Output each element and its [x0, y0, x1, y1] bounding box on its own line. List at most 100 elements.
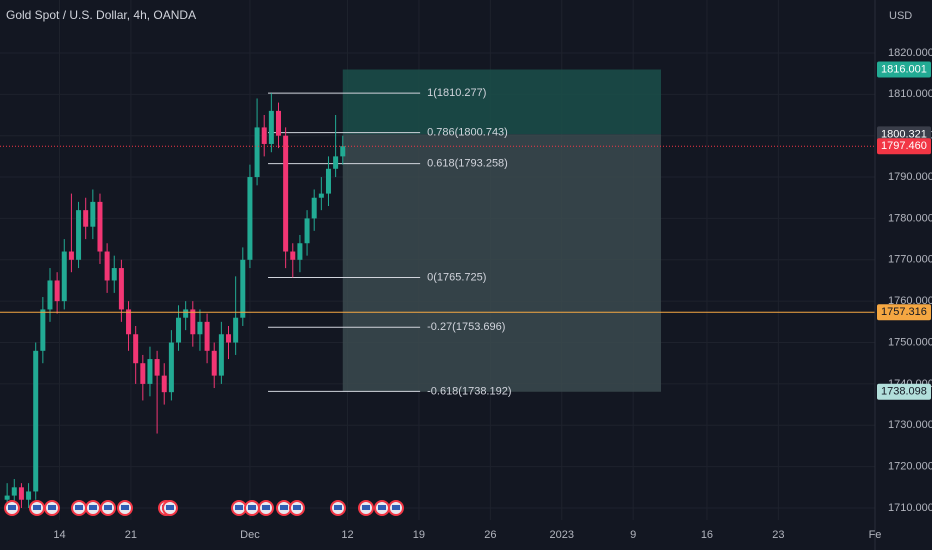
candle-body: [218, 334, 224, 376]
x-tick-label: 23: [772, 529, 784, 541]
candle-body: [268, 110, 274, 144]
candle-body: [154, 359, 160, 376]
event-flag: [262, 505, 270, 510]
y-tick-label: 1770.000: [888, 254, 932, 266]
candle-body: [226, 334, 232, 343]
event-flag: [248, 505, 256, 510]
candle-body: [297, 243, 303, 260]
candle-body: [247, 177, 253, 260]
y-tick-label: 1780.000: [888, 212, 932, 224]
price-badge-label: 1797.460: [881, 140, 927, 152]
event-flag: [166, 505, 174, 510]
event-flag: [89, 505, 97, 510]
y-tick-label: 1790.000: [888, 171, 932, 183]
x-tick-label: 14: [53, 529, 65, 541]
fib-label: -0.27(1753.696): [427, 321, 505, 333]
candle-body: [40, 309, 46, 351]
event-flag: [280, 505, 288, 510]
y-tick-label: 1710.000: [888, 502, 932, 514]
event-flag: [362, 505, 370, 510]
event-flag: [293, 505, 301, 510]
y-tick-label: 1820.000: [888, 47, 932, 59]
candle-body: [161, 375, 167, 393]
y-tick-label: 1720.000: [888, 461, 932, 473]
chart-title: Gold Spot / U.S. Dollar, 4h, OANDA: [6, 8, 196, 22]
price-badge-label: 1816.001: [881, 63, 927, 75]
candle-body: [240, 259, 246, 318]
fib-label: -0.618(1738.192): [427, 385, 511, 397]
event-flag: [378, 505, 386, 510]
price-badge: [877, 138, 931, 155]
fib-label: 0.618(1793.258): [427, 157, 508, 169]
candle-body: [168, 342, 174, 393]
event-flag: [121, 505, 129, 510]
risk-zone: [342, 134, 662, 392]
candle-body: [133, 334, 139, 364]
event-flag: [8, 505, 16, 510]
x-tick-label: Dec: [240, 529, 260, 541]
price-badge-label: 1738.098: [881, 386, 927, 398]
events: [4, 500, 404, 516]
candle-body: [33, 350, 39, 492]
event-flag: [48, 505, 56, 510]
candle-body: [283, 135, 289, 252]
candle-body: [54, 280, 60, 302]
candle-body: [90, 201, 96, 227]
candle-body: [190, 309, 196, 335]
event-flag: [392, 505, 400, 510]
candle-body: [211, 350, 217, 376]
x-tick-label: 12: [341, 529, 353, 541]
profit-zone: [342, 69, 662, 135]
candle-body: [340, 146, 346, 157]
candle-body: [83, 210, 89, 227]
candle-body: [183, 309, 189, 318]
candle-body: [47, 280, 53, 310]
price-badge: [877, 61, 931, 78]
candle-body: [176, 317, 182, 343]
event-flag: [104, 505, 112, 510]
candle-body: [325, 168, 331, 194]
y-tick-label: 1760.000: [888, 295, 932, 307]
candle-body: [318, 193, 324, 198]
candle-body: [18, 487, 24, 500]
event-flag: [334, 505, 342, 510]
y-tick-label: 1750.000: [888, 336, 932, 348]
candle-body: [290, 251, 296, 260]
fib-label: 1(1810.277): [427, 87, 486, 99]
candle-body: [233, 317, 239, 343]
y-tick-label: 1730.000: [888, 419, 932, 431]
event-flag: [235, 505, 243, 510]
x-tick-label: 19: [413, 529, 425, 541]
candle-body: [111, 268, 117, 281]
candle-body: [118, 268, 124, 310]
price-badge: [877, 383, 931, 400]
price-badge-label: 1800.321: [881, 128, 927, 140]
candle-body: [304, 218, 310, 244]
candle-body: [26, 491, 32, 500]
candle-body: [147, 359, 153, 384]
price-badge: [877, 304, 931, 321]
candle-body: [311, 197, 317, 219]
plot: 1(1810.277) 0.786(1800.743) 0.618(1793.258…: [0, 69, 875, 513]
event-flag: [33, 505, 41, 510]
fib-label: 0.786(1800.743): [427, 127, 508, 139]
y-tick-label: 1810.000: [888, 88, 932, 100]
candle-body: [11, 487, 17, 496]
candle-body: [76, 210, 82, 260]
candle-body: [4, 495, 10, 500]
candle-body: [104, 251, 110, 281]
fib-label: 0(1765.725): [427, 271, 486, 283]
x-tick-label: 16: [701, 529, 713, 541]
candle-body: [333, 156, 339, 169]
x-tick-label: 21: [125, 529, 137, 541]
price-badge-label: 1757.316: [881, 306, 927, 318]
x-tick-label: 26: [484, 529, 496, 541]
event-flag: [75, 505, 83, 510]
candle-body: [261, 127, 267, 144]
candle-body: [275, 110, 281, 136]
candle-body: [197, 321, 203, 335]
candle-body: [204, 321, 210, 351]
candle-body: [97, 201, 103, 252]
candle-body: [61, 251, 67, 302]
